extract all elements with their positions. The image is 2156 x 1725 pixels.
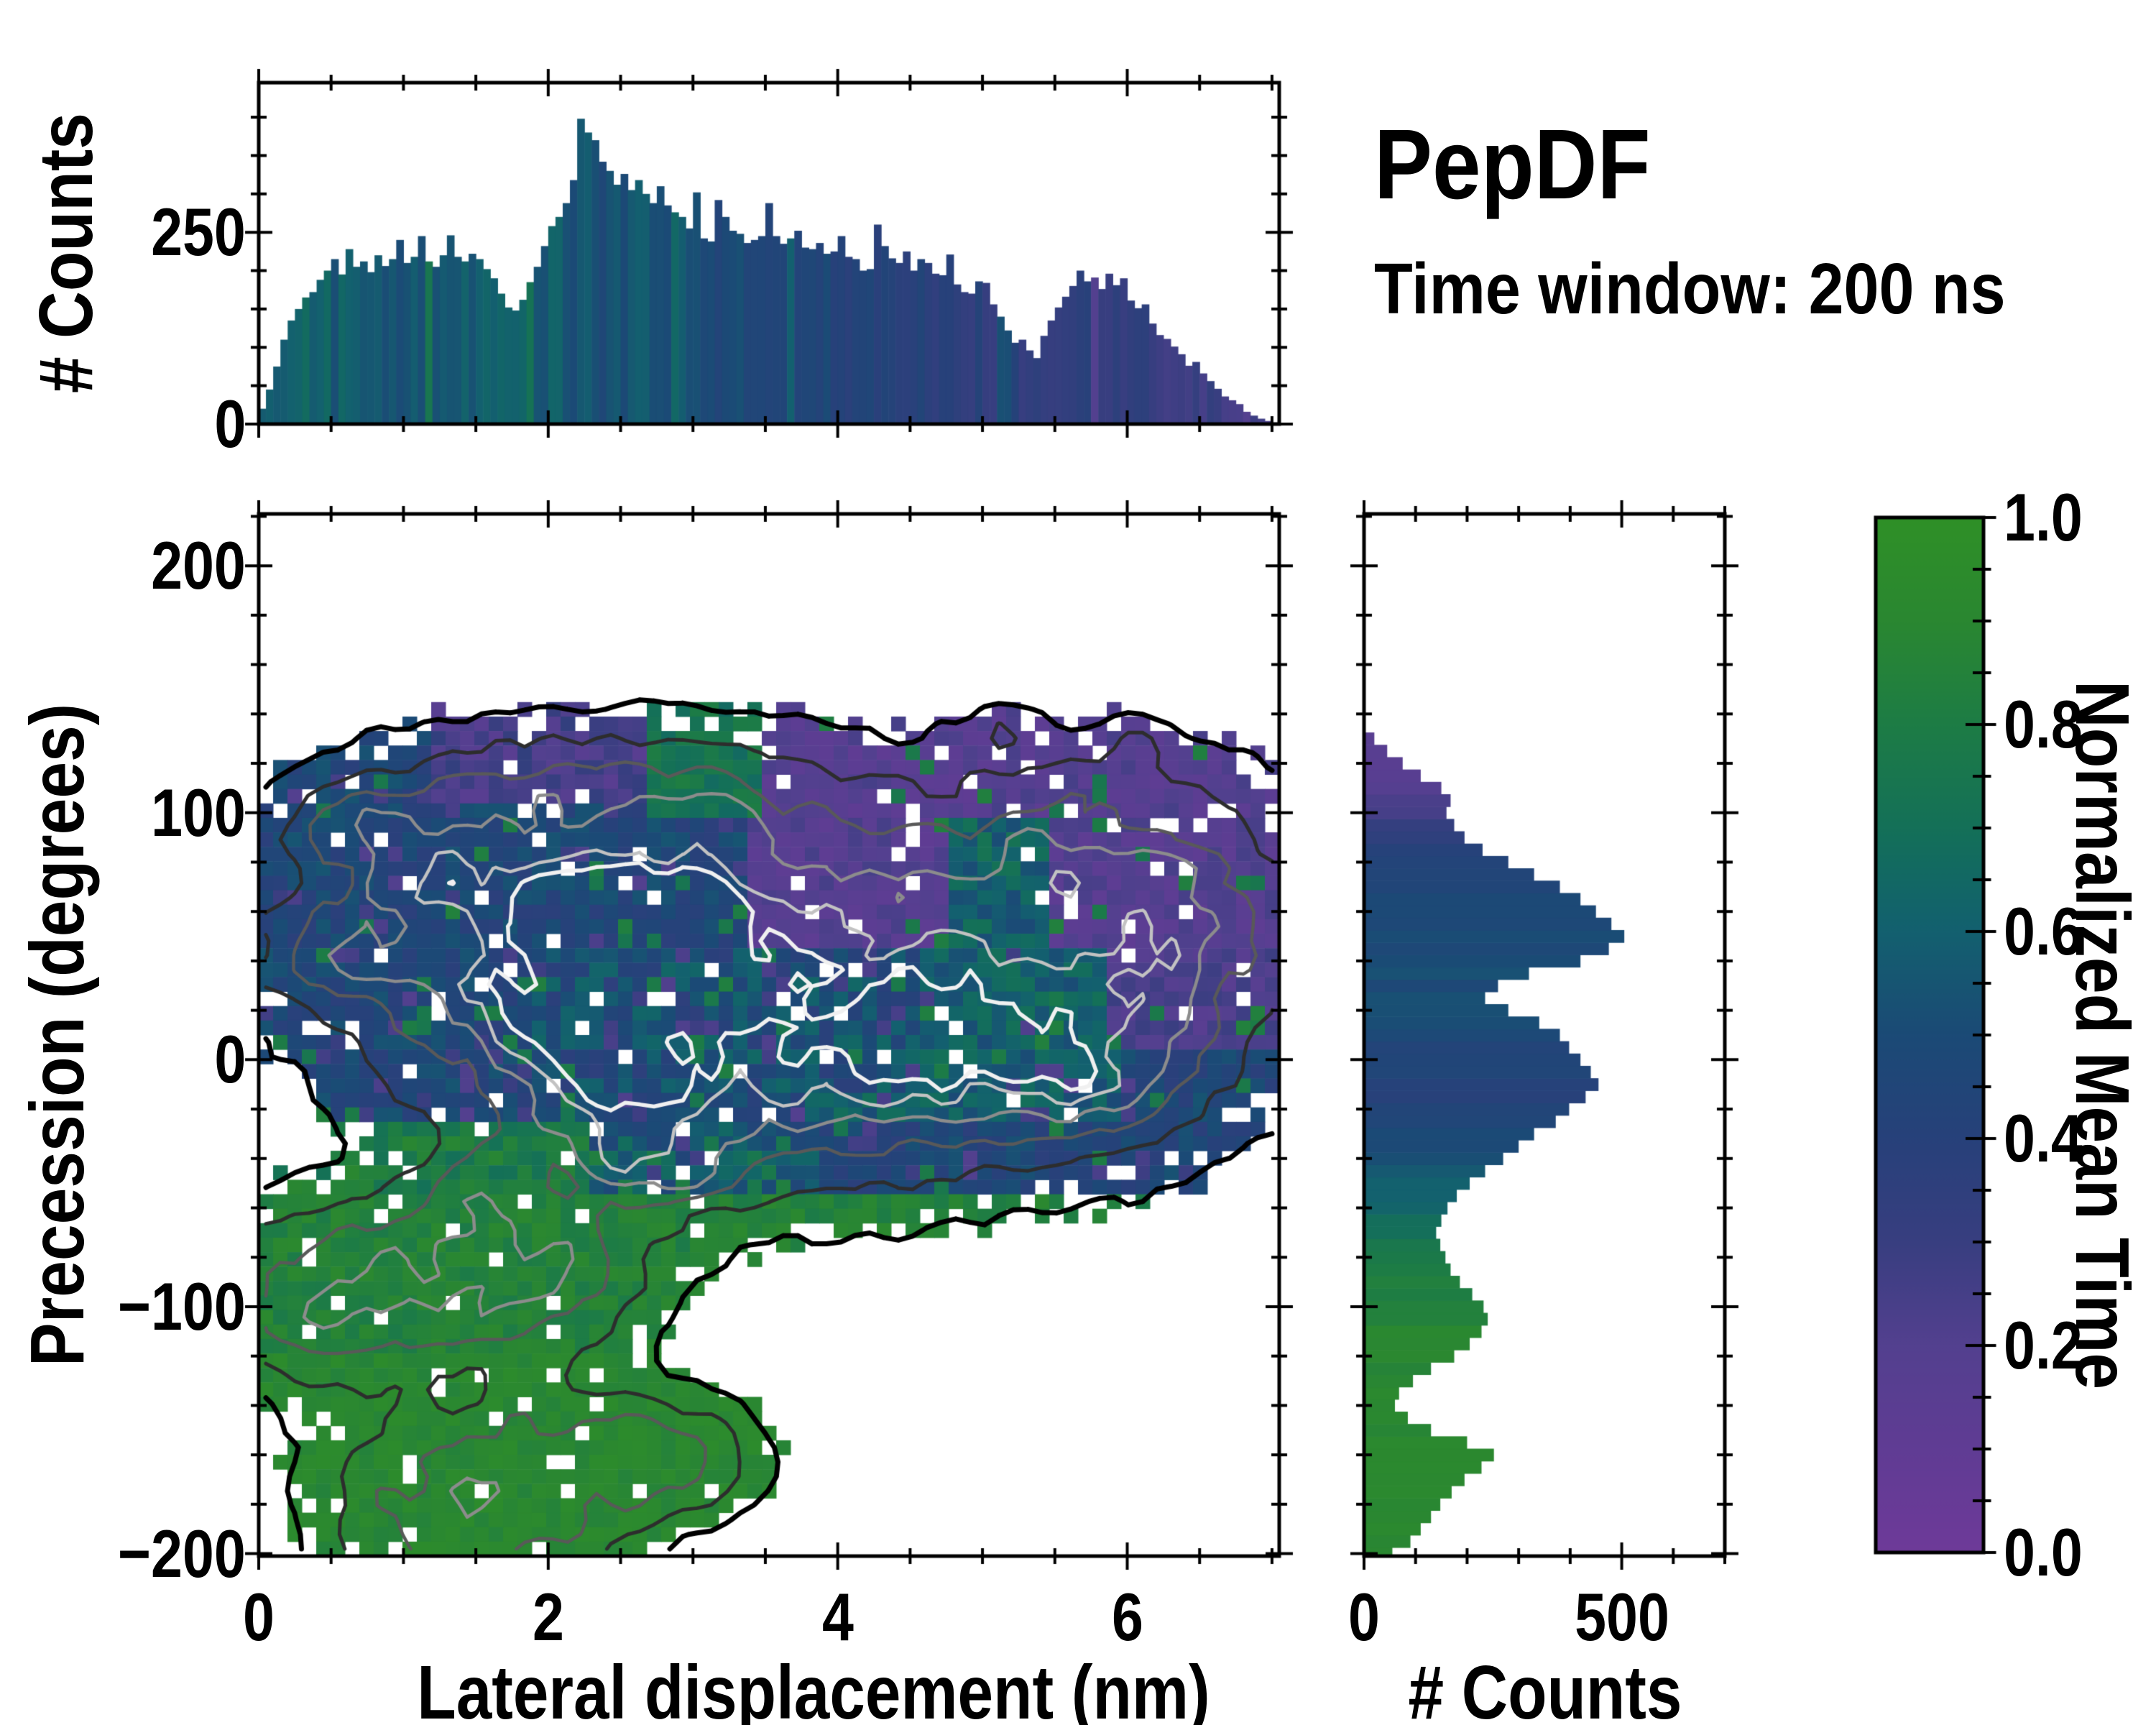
tick-label: 2 [532, 1579, 564, 1655]
tick-label: 0.4 [2004, 1100, 2083, 1176]
figure-subtitle: Time window: 200 ns [1374, 249, 2006, 329]
main-y-axis-title: Precession (degrees) [15, 703, 100, 1367]
colorbar-canvas [1857, 499, 2002, 1571]
tick-label: 4 [821, 1579, 854, 1655]
tick-label: 0 [214, 1021, 246, 1098]
tick-label: 1.0 [2004, 479, 2083, 555]
tick-label: 0.0 [2004, 1514, 2083, 1590]
right-x-axis-title: # Counts [1408, 1650, 1682, 1725]
tick-label: 0 [243, 1579, 275, 1655]
tick-label: 0 [1348, 1579, 1380, 1655]
tick-label: −100 [118, 1268, 246, 1344]
top-y-axis-title: # Counts [24, 113, 109, 393]
top-histogram-canvas [240, 64, 1298, 443]
colorbar-axis-title: Normalized Mean Time [2060, 680, 2145, 1390]
main-x-axis-title: Lateral displacement (nm) [417, 1650, 1210, 1725]
right-histogram-canvas [1345, 495, 1743, 1575]
tick-label: 100 [151, 774, 246, 850]
tick-label: 250 [151, 194, 246, 270]
tick-label: 0.6 [2004, 893, 2083, 969]
tick-label: 0.8 [2004, 686, 2083, 762]
tick-label: 6 [1111, 1579, 1143, 1655]
tick-label: 200 [151, 528, 246, 604]
tick-label: 0.2 [2004, 1307, 2083, 1383]
figure-title: PepDF [1374, 109, 1651, 220]
tick-label: −200 [118, 1515, 246, 1591]
tick-label: 0 [214, 386, 246, 461]
tick-label: 500 [1574, 1579, 1669, 1655]
main-heatmap-canvas [240, 495, 1298, 1575]
